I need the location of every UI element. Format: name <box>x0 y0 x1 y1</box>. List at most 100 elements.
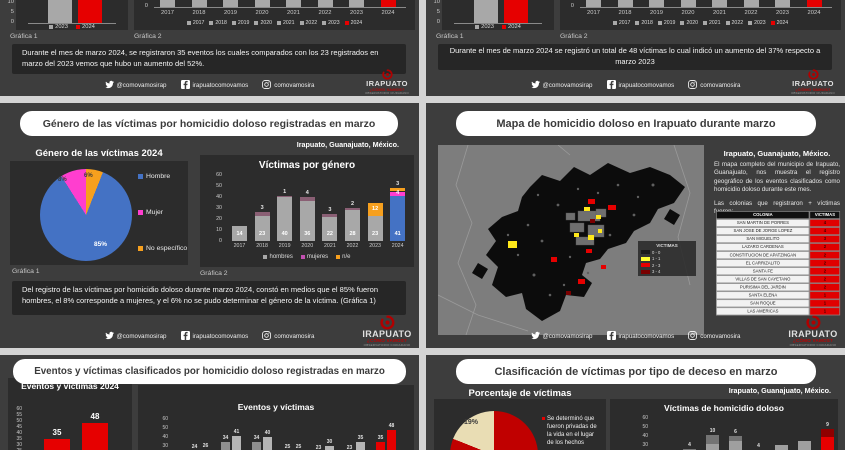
legend-swatch <box>502 25 506 29</box>
social-twitter[interactable]: @comovamosirap <box>530 80 593 91</box>
legend-swatch <box>231 21 236 25</box>
bar-victimas-2019 <box>232 436 241 450</box>
xtick-label: 2023 <box>350 10 363 16</box>
bar-2017 <box>586 0 601 7</box>
map-victims-mid-spots <box>551 199 616 284</box>
legend-label: mujeres <box>306 254 329 260</box>
ytick-label: 40 <box>216 194 222 200</box>
bar-2021 <box>712 0 727 7</box>
xtick-label: 2020 <box>301 243 314 249</box>
legend-label: 2017 <box>618 20 631 26</box>
cell-colonia: VILLAS DE SAN CAYETANO <box>716 275 810 284</box>
x-axis <box>154 7 406 8</box>
bar-2019 <box>223 0 238 7</box>
grafica1-yticks: 10 5 0 <box>2 0 14 30</box>
ytick-label: 45 <box>16 424 22 430</box>
panel-resumen-victimas: 10 5 0 2023 2024 Gráfica 1 0 2017 2018 2019 202… <box>426 0 845 96</box>
cell-victimas: 2 <box>809 283 841 292</box>
social-twitter[interactable]: @comovamosirap <box>530 331 593 342</box>
pie-heading: Género de las víctimas 2024 <box>35 148 163 159</box>
bar-mujeres-2020 <box>299 197 315 202</box>
bar-value-eventos: 35 <box>377 434 384 441</box>
bar-value-hombres: 41 <box>394 231 401 237</box>
cell-colonia: LAS AMERICAS <box>716 307 810 316</box>
social-twitter[interactable]: @comovamosirap <box>104 331 167 342</box>
bar-value-victimas: 40 <box>264 430 271 436</box>
social-facebook[interactable]: irapuatocomovamos <box>606 331 674 342</box>
table-row: EL CARRIZALITO 2 <box>716 259 841 268</box>
grafica1-chart: 2023 2024 <box>442 0 554 30</box>
social-handle: @comovamosirap <box>542 82 593 89</box>
bar-2020 <box>680 0 696 7</box>
social-twitter[interactable]: @comovamosirap <box>104 80 167 91</box>
legend-swatch <box>299 21 304 25</box>
social-links: @comovamosirap irapuatocomovamos comovamos… <box>0 80 419 91</box>
grafica2-label: Gráfica 2 <box>560 33 588 40</box>
social-handle: comovamosira <box>274 82 315 89</box>
section-title: Género de las víctimas por homicidio dol… <box>20 111 398 136</box>
legend-item: 2021 <box>277 20 295 26</box>
ytick-label: 0 <box>570 3 574 9</box>
logo-tagline: OBSERVATORIO CIUDADANO <box>363 342 411 347</box>
ytick-label: 40 <box>162 434 168 440</box>
bar-value-mujeres: 1 <box>283 188 287 195</box>
legend-label: No específico <box>146 245 188 252</box>
social-facebook[interactable]: irapuatocomovamos <box>180 331 248 342</box>
bar-value-victimas: 30 <box>326 439 333 445</box>
social-instagram[interactable]: comovamosira <box>262 331 314 342</box>
social-instagram[interactable]: comovamosira <box>262 80 314 91</box>
ytick-label: 20 <box>216 216 222 222</box>
irapuato-map <box>438 145 704 335</box>
legend-swatch <box>300 255 305 259</box>
legend-swatch <box>641 256 650 261</box>
ytick-label: 50 <box>216 183 222 189</box>
xtick-label: 2024 <box>807 10 821 16</box>
bar-value: 10 <box>709 428 716 435</box>
legend-swatch <box>703 21 707 25</box>
bar-value-victimas: 48 <box>388 422 395 429</box>
bar-hombres-2018 <box>254 215 270 241</box>
xtick-label: 2023 <box>369 243 381 249</box>
xtick-label: 2019 <box>224 10 237 16</box>
legend-swatch <box>612 21 617 25</box>
bar-value-eventos: 23 <box>346 445 353 450</box>
ytick-label: 0 <box>144 3 148 9</box>
legend-label: 2023 <box>481 24 494 30</box>
colonias-table: COLONIA VICTIMAS SAN MARTIN DE PORRES 4 SAN … <box>716 211 841 316</box>
section-title: Clasificación de víctimas por tipo de de… <box>456 359 816 384</box>
social-facebook[interactable]: irapuatocomovamos <box>180 80 248 91</box>
legend-swatch <box>344 21 349 25</box>
legend-item: hombres <box>263 254 293 260</box>
bar-value-victimas: 35 <box>357 434 364 441</box>
ytick-label: 40 <box>642 433 648 439</box>
x-axis <box>454 23 542 24</box>
col-header-colonia: COLONIA <box>716 211 810 220</box>
bar-value-eventos: 25 <box>284 443 291 450</box>
bar-value-mujeres: 3 <box>328 206 332 213</box>
cell-colonia: SAN MIGUELITO <box>716 235 810 244</box>
social-instagram[interactable]: comovamosira <box>688 331 740 342</box>
panel-footer: @comovamosirap irapuatocomovamos comovamos… <box>426 69 845 96</box>
legend-swatch <box>725 21 730 25</box>
logo-title: IRAPUATO <box>788 328 838 339</box>
legend-swatch <box>277 21 281 25</box>
instagram-icon <box>688 331 698 342</box>
logo-title: IRAPUATO <box>362 328 412 339</box>
social-instagram[interactable]: comovamosira <box>688 80 740 91</box>
legend-swatch <box>770 21 775 25</box>
ytick-label: 60 <box>642 415 648 421</box>
cell-victimas: 3 <box>809 235 841 244</box>
irapuato-logo: IRAPUATO ¿CÓMO VAMOS? OBSERVATORIO CIUDADA… <box>785 69 841 95</box>
legend-label: 2024 <box>82 24 95 30</box>
gender-bar-chart: Víctimas por género 0 10 20 30 40 50 60 14 2017 23… <box>200 155 414 267</box>
table-row: LAS AMERICAS 1 <box>716 307 841 316</box>
panel-mapa: Mapa de homicidio doloso en Irapuato dur… <box>426 103 845 348</box>
cell-colonia: SAN MARTIN DE PORRES <box>716 219 810 228</box>
chart-legend: 2023 2024 <box>16 24 128 30</box>
panel-genero-victimas: Género de las víctimas por homicidio dol… <box>0 103 419 348</box>
bar-2023 <box>48 0 72 23</box>
chart-title: Víctimas de homicidio doloso <box>664 403 784 413</box>
chart-legend: 2017 2018 2019 2020 2021 2022 2023 2024 <box>134 20 415 26</box>
social-facebook[interactable]: irapuatocomovamos <box>606 80 674 91</box>
legend-label: n/e <box>342 254 351 260</box>
